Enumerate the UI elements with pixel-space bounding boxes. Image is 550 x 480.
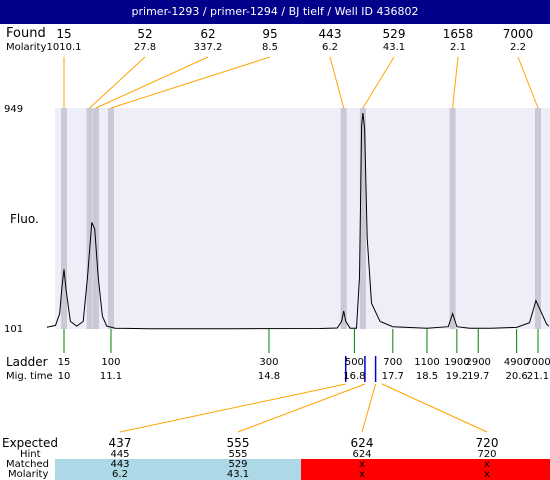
ladder-size: 100	[101, 357, 121, 368]
peak-band	[61, 108, 67, 329]
ladder-size: 500	[344, 357, 364, 368]
ladder-time: 20.6	[505, 371, 528, 382]
matched-value: x	[484, 459, 490, 470]
found-molarity: 6.2	[322, 42, 338, 53]
ladder-size: 700	[383, 357, 403, 368]
ladder-time: 10	[57, 371, 71, 382]
found-size: 7000	[502, 27, 534, 41]
plot-background	[55, 108, 550, 329]
ladder-label: Ladder	[6, 355, 48, 369]
found-molarity: 1010.1	[46, 42, 82, 53]
expected-connector	[381, 383, 488, 433]
peak-connector	[362, 56, 395, 109]
ladder-time: 21.1	[526, 371, 550, 382]
ladder-time: 19.2	[445, 371, 468, 382]
molarity-value: x	[484, 469, 490, 480]
molarity-value: x	[359, 469, 365, 480]
found-molarity: 8.5	[262, 42, 278, 53]
peak-band	[93, 108, 100, 329]
hint-value: 624	[352, 449, 372, 460]
peak-connector	[89, 56, 146, 109]
ladder-size: 15	[57, 357, 71, 368]
ladder-time: 17.7	[381, 371, 404, 382]
found-label: Found	[6, 26, 46, 41]
found-size: 95	[262, 27, 278, 41]
unmatched-cell	[301, 459, 550, 480]
expected-size: 720	[475, 436, 499, 450]
hint-label: Hint	[20, 449, 41, 460]
found-size: 62	[200, 27, 216, 41]
matched-value: 529	[228, 459, 248, 470]
ladder-time: 18.5	[415, 371, 439, 382]
peak-connector	[95, 56, 209, 109]
molarity-label: Molarity	[6, 42, 47, 53]
peak-connector	[452, 56, 459, 109]
peak-band	[340, 108, 347, 329]
found-size: 52	[137, 27, 153, 41]
ladder-time: 16.8	[343, 371, 366, 382]
peak-connector	[329, 56, 345, 109]
peak-band	[107, 108, 114, 329]
matched-label: Matched	[6, 459, 50, 470]
y-min-label: 101	[4, 324, 24, 335]
molarity-bottom-label: Molarity	[8, 469, 49, 480]
found-molarity: 2.2	[510, 42, 526, 53]
ladder-size: 4900	[503, 357, 530, 368]
expected-label: Expected	[2, 436, 58, 450]
ladder-size: 300	[259, 357, 279, 368]
hint-value: 445	[110, 449, 130, 460]
ladder-size: 1900	[444, 357, 470, 368]
ladder-size: 2900	[465, 357, 491, 368]
expected-connector	[361, 383, 377, 433]
found-size: 15	[56, 27, 72, 41]
matched-value: x	[359, 459, 365, 470]
matched-value: 443	[110, 459, 130, 470]
peak-connector	[517, 56, 539, 109]
ladder-time: 19.7	[467, 371, 490, 382]
peak-band	[359, 108, 366, 329]
peak-band	[86, 108, 93, 329]
expected-size: 555	[226, 436, 250, 450]
y-axis-title: Fluo.	[10, 212, 39, 226]
expected-size: 624	[350, 436, 374, 450]
hint-value: 555	[228, 449, 248, 460]
found-size: 1658	[442, 27, 474, 41]
found-size: 443	[318, 27, 342, 41]
y-max-label: 949	[4, 104, 24, 115]
ladder-size: 7000	[525, 357, 550, 368]
peak-connector	[110, 56, 271, 109]
molarity-value: 43.1	[226, 469, 250, 480]
ladder-size: 1100	[414, 357, 440, 368]
molarity-value: 6.2	[112, 469, 128, 480]
matched-cell	[55, 459, 301, 480]
found-molarity: 337.2	[193, 42, 223, 53]
found-molarity: 43.1	[382, 42, 406, 53]
expected-connector	[119, 383, 346, 433]
hint-value: 720	[477, 449, 497, 460]
ladder-time: 11.1	[99, 371, 123, 382]
expected-size: 437	[108, 436, 132, 450]
peak-band	[449, 108, 456, 329]
fluorescence-trace	[46, 112, 550, 330]
mig-time-label: Mig. time	[6, 371, 53, 382]
found-molarity: 27.8	[133, 42, 157, 53]
found-size: 529	[382, 27, 406, 41]
peak-band	[535, 108, 541, 329]
ladder-time: 14.8	[257, 371, 281, 382]
found-molarity: 2.1	[450, 42, 466, 53]
expected-connector	[237, 383, 366, 433]
title-bar: primer-1293 / primer-1294 / BJ tielf / W…	[0, 0, 550, 24]
